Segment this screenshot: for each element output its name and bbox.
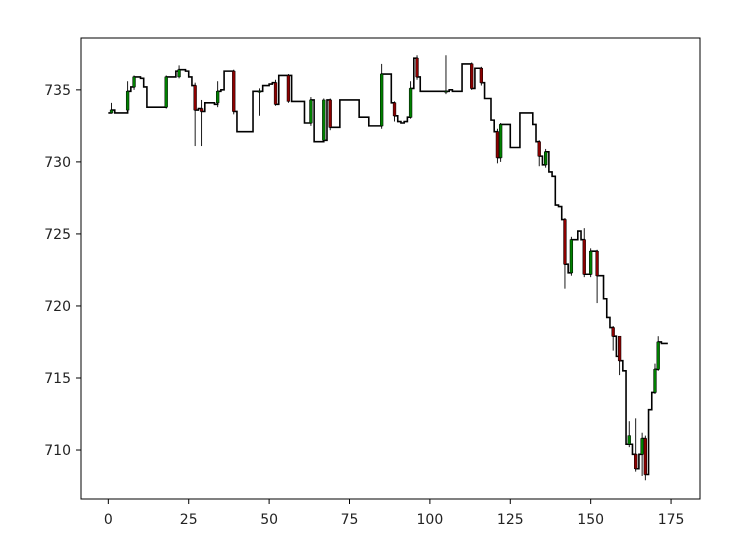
candle-body-11 <box>286 75 291 102</box>
x-tick-label-125: 125 <box>497 512 524 528</box>
candle-body-28 <box>582 239 586 275</box>
y-tick-label-735: 735 <box>44 83 71 99</box>
candle-body-6 <box>199 108 204 112</box>
candle-body-17 <box>408 88 413 118</box>
candle-body-36 <box>643 438 647 475</box>
candle-body-19 <box>444 91 448 93</box>
candle-body-21 <box>479 68 483 83</box>
candle-body-15 <box>380 73 384 127</box>
candle-body-13 <box>322 99 326 141</box>
candle-body-3 <box>164 76 168 108</box>
y-tick-label-730: 730 <box>44 155 71 171</box>
candle-body-1 <box>125 91 130 111</box>
plot-area <box>108 55 668 481</box>
y-tick-label-720: 720 <box>44 299 71 315</box>
axes: 0 25 50 75 100 125 150 175 710 715 720 725 730 735 <box>44 37 701 528</box>
candle-body-31 <box>611 327 615 337</box>
x-tick-label-175: 175 <box>658 512 685 528</box>
candle-body-27 <box>569 239 574 274</box>
x-tick-label-150: 150 <box>577 512 604 528</box>
candle-body-18 <box>415 57 419 78</box>
candle-body-37 <box>653 369 657 393</box>
candle-body-7 <box>216 91 220 104</box>
candle-body-16 <box>392 102 397 117</box>
candle-body-0 <box>109 109 114 114</box>
candle-body-33 <box>627 435 631 445</box>
candle-body-23 <box>498 124 503 158</box>
candle-body-26 <box>563 219 567 265</box>
candle-body-34 <box>634 454 638 469</box>
x-tick-label-25: 25 <box>180 512 198 528</box>
y-tick-label-710: 710 <box>44 443 71 459</box>
candle-body-2 <box>132 76 136 88</box>
candle-body-14 <box>328 99 332 128</box>
candle-body-9 <box>257 91 262 93</box>
candle-body-24 <box>537 141 541 157</box>
candle-body-30 <box>595 250 599 276</box>
candle-body-12 <box>309 99 313 124</box>
candle-body-25 <box>544 151 548 166</box>
y-tick-label-725: 725 <box>44 227 71 243</box>
x-tick-label-100: 100 <box>417 512 444 528</box>
plot-frame <box>80 37 701 500</box>
candle-body-38 <box>656 341 660 370</box>
candle-body-29 <box>589 250 593 275</box>
x-tick-label-75: 75 <box>341 512 359 528</box>
y-tick-label-715: 715 <box>44 371 71 387</box>
candle-body-32 <box>617 335 622 361</box>
candle-body-35 <box>640 438 644 455</box>
candle-body-10 <box>273 82 278 105</box>
x-tick-label-0: 0 <box>104 512 113 528</box>
candle-body-4 <box>177 69 181 78</box>
candle-body-20 <box>470 63 474 89</box>
candle-body-8 <box>232 70 236 112</box>
x-tick-label-50: 50 <box>260 512 278 528</box>
candle-body-22 <box>495 131 500 158</box>
candle-body-5 <box>193 85 197 111</box>
